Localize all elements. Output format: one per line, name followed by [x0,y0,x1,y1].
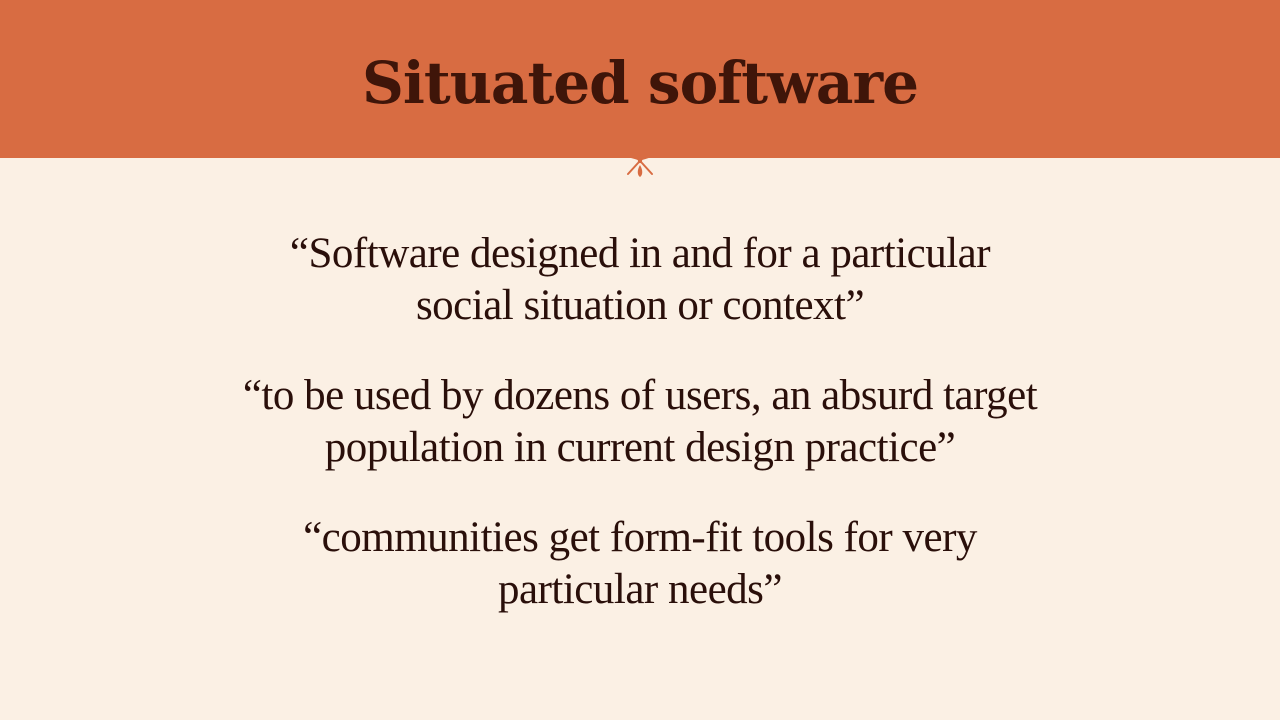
header-band [0,0,1280,158]
quote-2: “to be used by dozens of users, an absur… [242,372,1038,471]
quote-list: “Software designed in and for a particul… [240,228,1040,616]
quote-1: “Software designed in and for a particul… [289,230,991,329]
floral-ornament-icon [625,153,655,177]
slide-title: Situated software [362,49,919,117]
quote-3: “communities get form-fit tools for very… [303,514,977,613]
